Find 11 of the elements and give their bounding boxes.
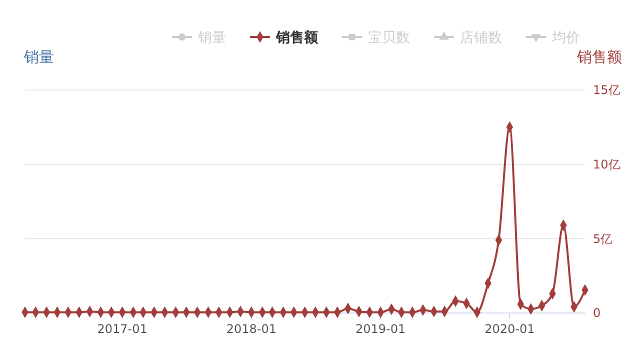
x-tick-label: 2018-01 [226, 322, 276, 336]
legend-label: 销售额 [275, 28, 319, 46]
y2-tick-label: 10亿 [593, 158, 620, 172]
x-tick-label: 2020-01 [484, 322, 535, 336]
y2-tick-label: 15亿 [593, 83, 620, 98]
y2-tick-label: 5亿 [593, 232, 613, 246]
y2-tick-label: 0 [593, 306, 601, 320]
y-axis-title: 销量 [23, 48, 54, 66]
x-tick-label: 2017-01 [97, 322, 148, 336]
x-tick-label: 2019-01 [355, 322, 406, 336]
y2-axis-title: 销售额 [576, 48, 622, 66]
